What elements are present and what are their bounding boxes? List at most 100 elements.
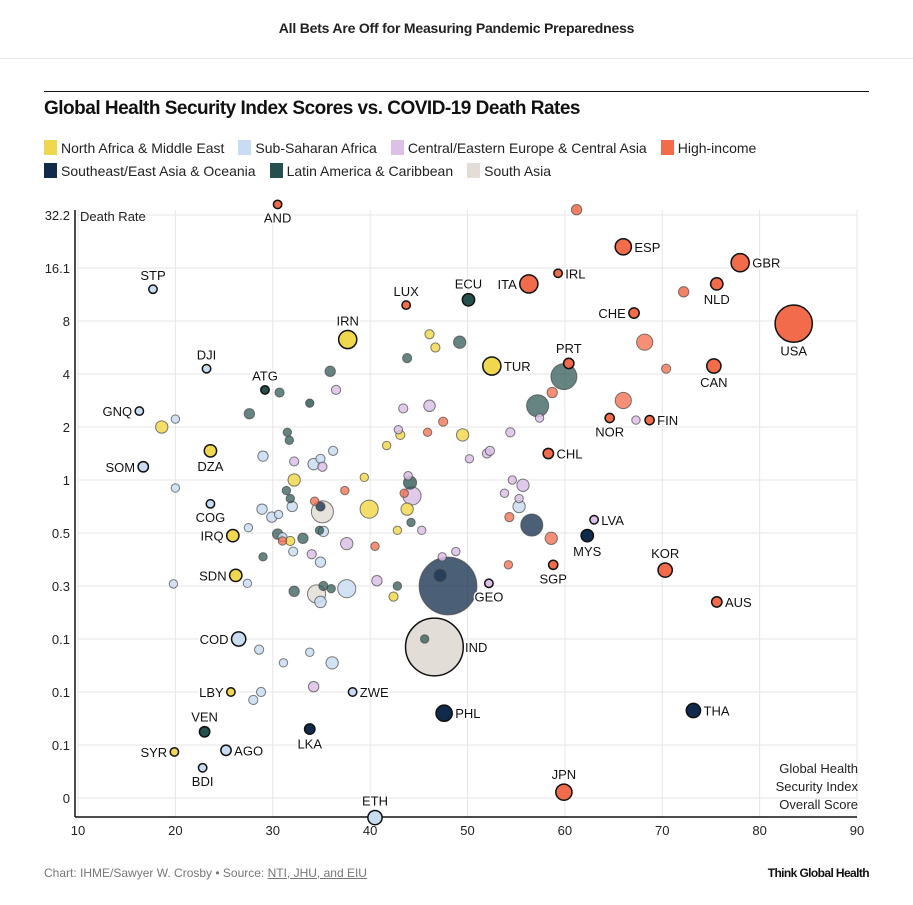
data-point[interactable]	[393, 424, 404, 435]
data-point-lux[interactable]	[401, 300, 412, 311]
data-point[interactable]	[422, 427, 433, 438]
data-point[interactable]	[305, 647, 315, 657]
data-point[interactable]	[359, 472, 369, 483]
data-point-sgp[interactable]	[547, 559, 559, 571]
data-point[interactable]	[314, 556, 327, 568]
data-point[interactable]	[464, 454, 475, 464]
data-point[interactable]	[325, 656, 339, 670]
data-point-irn[interactable]	[337, 329, 358, 350]
data-point[interactable]	[277, 536, 288, 546]
data-point-som[interactable]	[137, 460, 150, 473]
data-point-chl[interactable]	[542, 447, 555, 460]
data-point[interactable]	[507, 475, 517, 485]
data-point[interactable]	[403, 471, 413, 481]
data-point[interactable]	[255, 686, 267, 698]
data-point-esp[interactable]	[614, 237, 633, 256]
data-point[interactable]	[406, 517, 416, 528]
data-point-lby[interactable]	[225, 687, 236, 697]
data-point[interactable]	[278, 658, 289, 668]
data-point[interactable]	[392, 525, 403, 536]
data-point-zwe[interactable]	[347, 687, 358, 697]
data-point[interactable]	[324, 365, 336, 378]
data-point-usa[interactable]	[774, 304, 814, 344]
data-point-jpn[interactable]	[555, 783, 573, 802]
data-point[interactable]	[433, 568, 447, 583]
data-point[interactable]	[438, 416, 449, 427]
data-point[interactable]	[297, 532, 309, 544]
data-point[interactable]	[402, 353, 413, 364]
data-point-nld[interactable]	[709, 277, 724, 291]
data-point[interactable]	[614, 391, 632, 410]
legend-item[interactable]: Latin America & Caribbean	[269, 163, 453, 179]
data-point-and[interactable]	[272, 199, 283, 210]
data-point[interactable]	[309, 496, 320, 506]
data-point[interactable]	[340, 485, 350, 496]
data-point-nor[interactable]	[604, 412, 616, 424]
data-point[interactable]	[631, 415, 641, 425]
data-point[interactable]	[534, 413, 545, 423]
data-point-cod[interactable]	[230, 631, 247, 647]
data-point[interactable]	[484, 445, 495, 456]
data-point[interactable]	[400, 502, 414, 516]
data-point-stp[interactable]	[148, 284, 158, 295]
data-point-phl[interactable]	[435, 704, 453, 723]
data-point[interactable]	[248, 694, 259, 706]
data-point[interactable]	[243, 523, 254, 533]
data-point[interactable]	[274, 387, 285, 398]
data-point-ven[interactable]	[198, 725, 211, 738]
data-point[interactable]	[544, 531, 558, 545]
data-point[interactable]	[419, 634, 430, 644]
data-point[interactable]	[424, 329, 435, 340]
data-point[interactable]	[314, 525, 325, 536]
data-point[interactable]	[256, 503, 268, 515]
data-point[interactable]	[306, 549, 317, 560]
data-point[interactable]	[242, 578, 253, 589]
data-point[interactable]	[520, 513, 544, 537]
data-point-fin[interactable]	[644, 414, 655, 426]
data-point[interactable]	[243, 408, 256, 420]
data-point[interactable]	[285, 493, 295, 504]
data-point-aus[interactable]	[710, 595, 723, 608]
data-point-syr[interactable]	[169, 746, 180, 757]
data-point[interactable]	[170, 414, 181, 424]
data-point[interactable]	[289, 456, 300, 467]
data-point[interactable]	[273, 509, 284, 520]
data-point-bdi[interactable]	[197, 762, 208, 773]
data-point[interactable]	[570, 204, 583, 216]
data-point[interactable]	[328, 445, 339, 456]
data-point[interactable]	[359, 499, 379, 519]
data-point[interactable]	[503, 560, 514, 570]
data-point-sdn[interactable]	[228, 568, 243, 583]
data-point[interactable]	[282, 427, 293, 438]
data-point[interactable]	[423, 399, 436, 413]
data-point[interactable]	[317, 461, 328, 472]
data-point[interactable]	[155, 420, 169, 434]
data-point[interactable]	[388, 591, 399, 602]
legend-item[interactable]: Central/Eastern Europe & Central Asia	[390, 140, 647, 156]
data-point[interactable]	[677, 286, 690, 298]
data-point[interactable]	[546, 386, 558, 399]
data-point[interactable]	[287, 473, 301, 487]
data-point[interactable]	[453, 335, 467, 349]
data-point-tha[interactable]	[685, 702, 702, 719]
data-point-ago[interactable]	[220, 744, 232, 757]
data-point[interactable]	[307, 681, 320, 693]
data-point[interactable]	[418, 556, 478, 616]
data-point-cog[interactable]	[205, 498, 216, 509]
data-point[interactable]	[514, 493, 524, 504]
data-point[interactable]	[257, 450, 269, 462]
data-point-irl[interactable]	[553, 268, 564, 279]
data-point-atg[interactable]	[260, 384, 270, 395]
legend-item[interactable]: Sub-Saharan Africa	[238, 140, 377, 156]
data-point-irq[interactable]	[225, 528, 240, 543]
data-point[interactable]	[370, 541, 380, 551]
legend-item[interactable]: Southeast/East Asia & Oceania	[44, 163, 256, 179]
data-point-gnq[interactable]	[134, 406, 145, 417]
data-point-dza[interactable]	[203, 443, 218, 458]
legend-item[interactable]: High-income	[660, 140, 756, 156]
data-point-can[interactable]	[705, 358, 722, 374]
data-point-ecu[interactable]	[461, 292, 476, 307]
data-point[interactable]	[330, 384, 342, 395]
data-point-ita[interactable]	[519, 274, 539, 294]
data-point[interactable]	[499, 488, 510, 498]
